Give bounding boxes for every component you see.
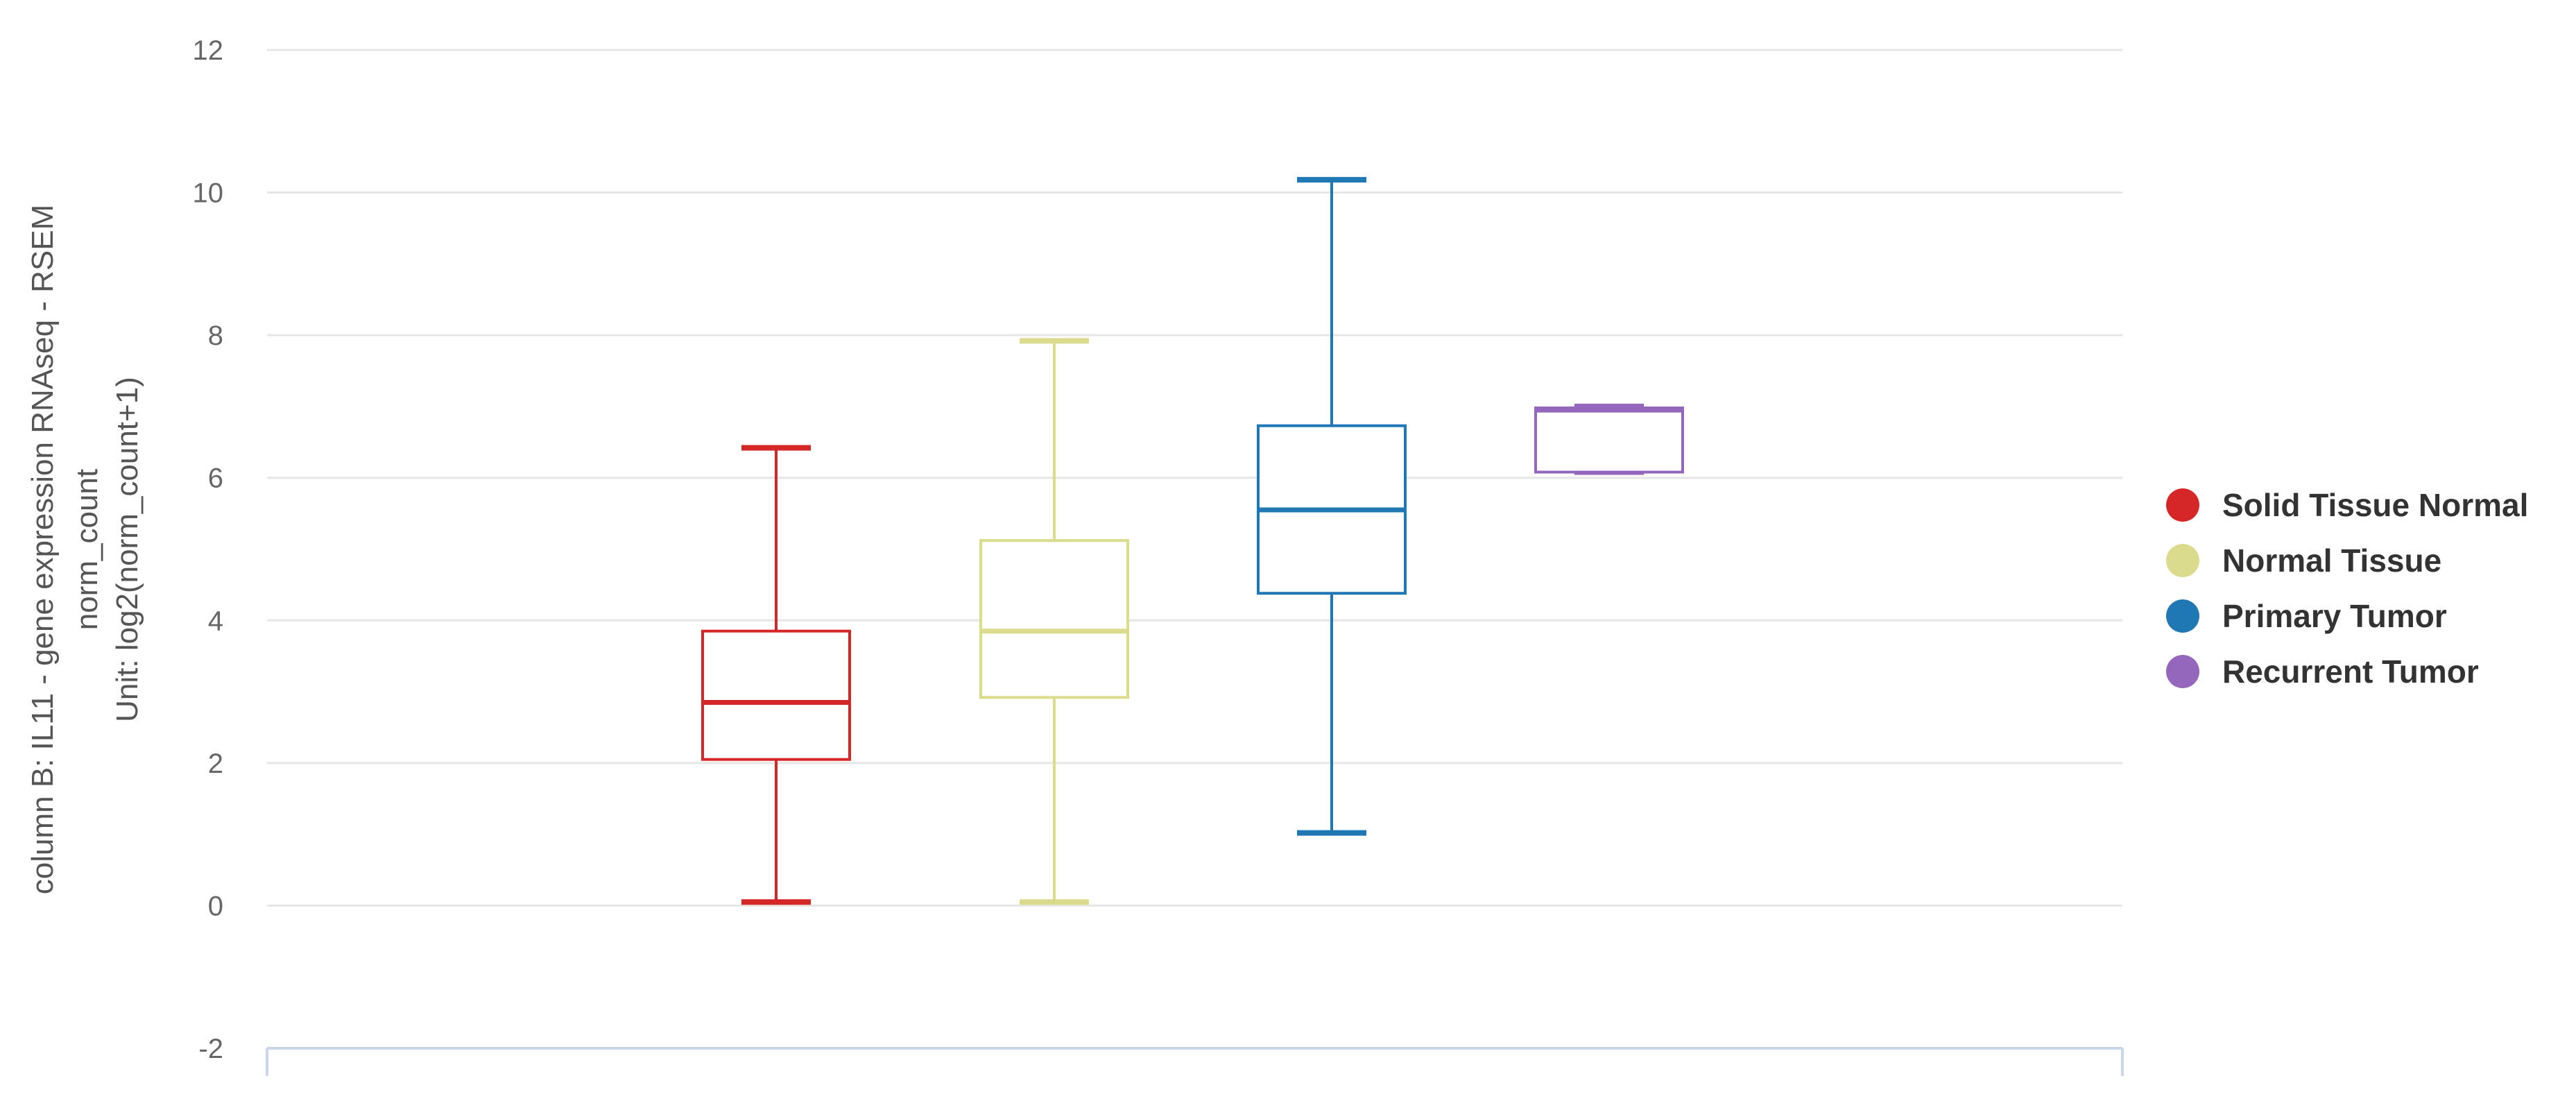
legend: Solid Tissue Normal Normal Tissue Primary … — [2166, 487, 2528, 690]
iqr-box — [701, 629, 851, 761]
legend-marker — [2166, 488, 2199, 522]
y-axis-label-line: Unit: log2(norm_count+1) — [110, 377, 144, 722]
iqr-box — [979, 539, 1129, 699]
y-tick-label: 4 — [208, 606, 223, 636]
y-axis-label: column B: IL11 - gene expression RNAseq … — [26, 205, 144, 895]
y-tick-label: 2 — [208, 749, 223, 779]
y-tick-label: 10 — [193, 178, 224, 209]
x-axis — [266, 1047, 2124, 1076]
legend-item[interactable]: Normal Tissue — [2166, 543, 2441, 579]
y-tick-label: -2 — [198, 1034, 223, 1064]
legend-marker — [2166, 599, 2199, 633]
y-tick-label: 0 — [208, 891, 223, 921]
box-series — [701, 177, 1684, 905]
box-4 — [1534, 403, 1684, 475]
box-3 — [1257, 177, 1407, 836]
legend-label: Recurrent Tumor — [2222, 654, 2479, 690]
legend-item[interactable]: Solid Tissue Normal — [2166, 487, 2528, 523]
y-axis-label-line: norm_count — [70, 469, 104, 630]
y-axis-label-line: column B: IL11 - gene expression RNAseq … — [26, 205, 60, 895]
y-tick-label: 8 — [208, 321, 223, 351]
box-2 — [979, 338, 1129, 905]
legend-label: Normal Tissue — [2222, 543, 2441, 579]
legend-label: Primary Tumor — [2222, 598, 2447, 634]
y-axis-ticks: -2 0 2 4 6 8 10 12 — [193, 35, 224, 1064]
legend-item[interactable]: Primary Tumor — [2166, 598, 2447, 634]
y-tick-label: 12 — [193, 35, 224, 66]
box-1 — [701, 445, 851, 905]
y-tick-label: 6 — [208, 463, 223, 494]
legend-label: Solid Tissue Normal — [2222, 487, 2528, 523]
legend-marker — [2166, 544, 2199, 577]
iqr-box — [1534, 406, 1684, 474]
legend-item[interactable]: Recurrent Tumor — [2166, 654, 2479, 690]
grid-lines — [267, 49, 2122, 907]
legend-marker — [2166, 655, 2199, 688]
